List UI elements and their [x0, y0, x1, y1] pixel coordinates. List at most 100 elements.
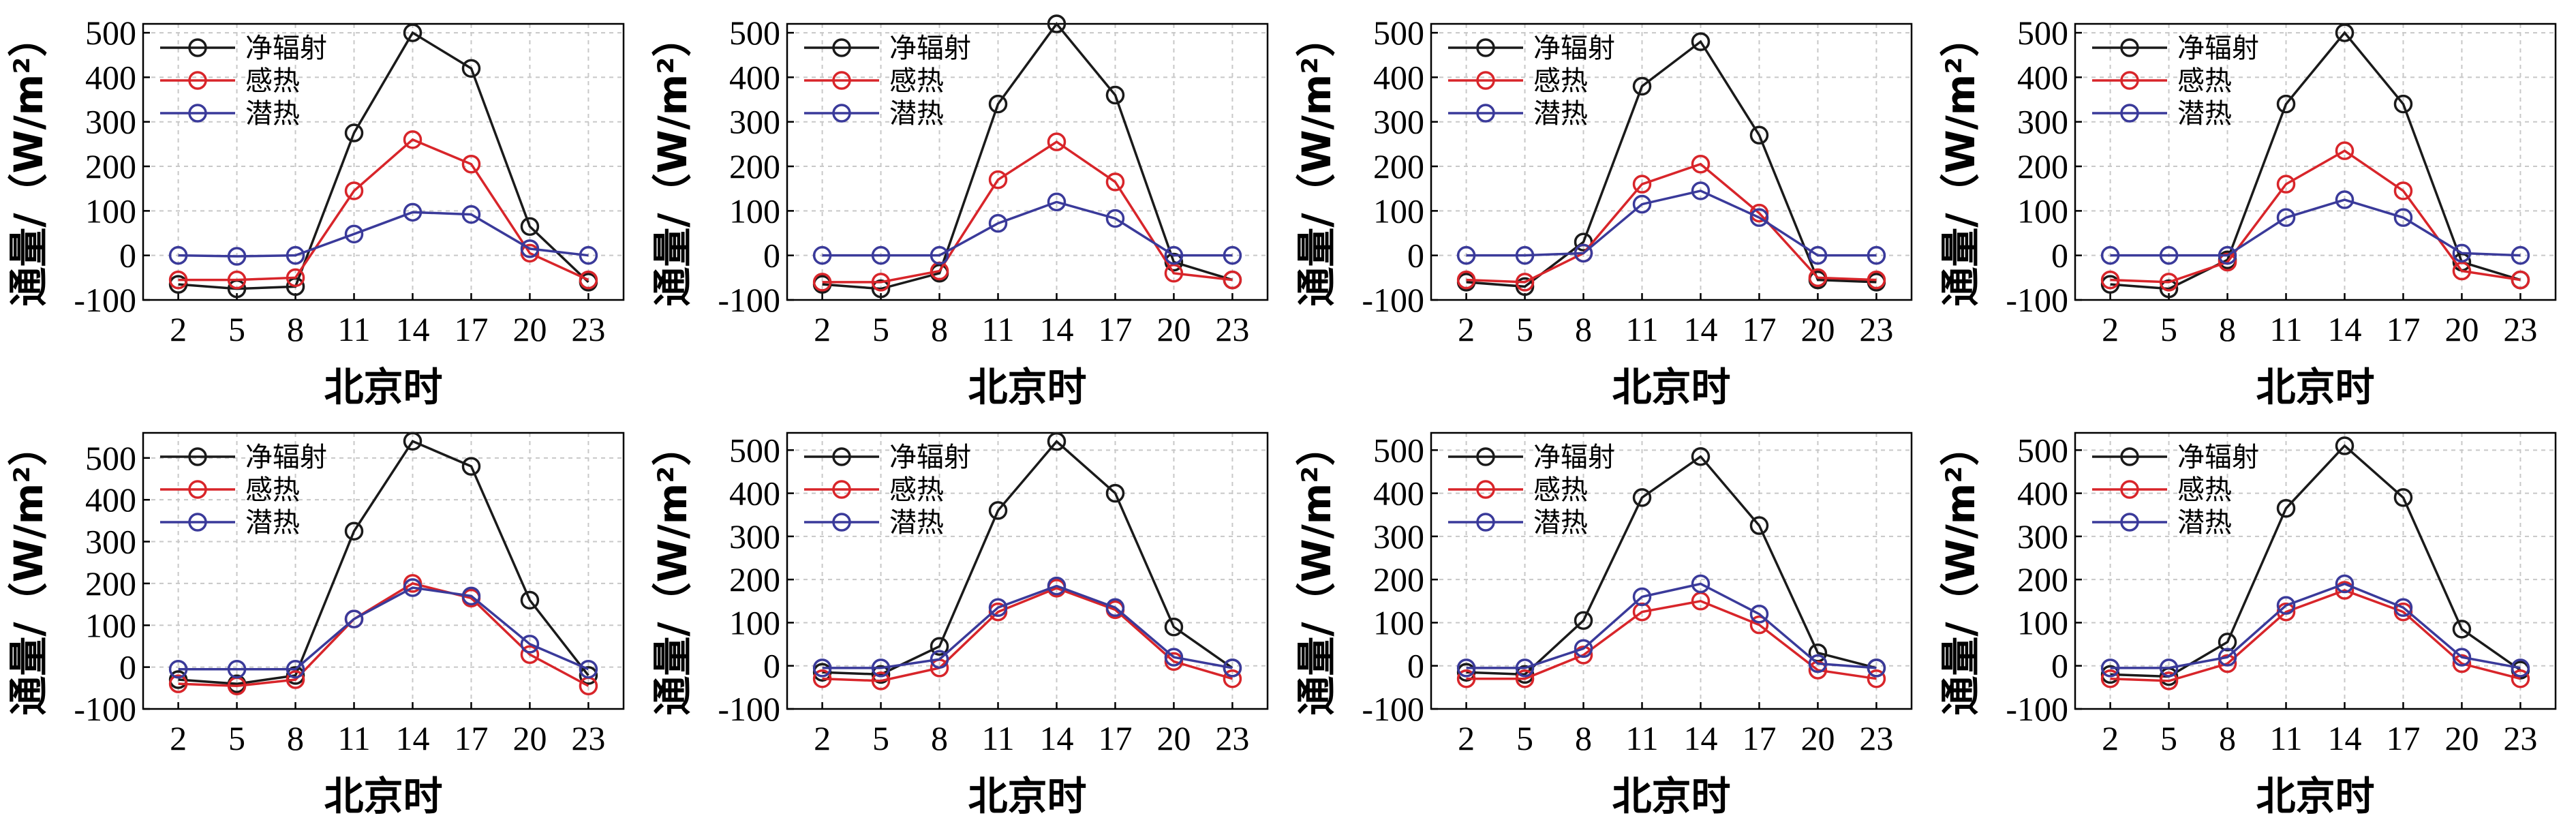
data-point: [2335, 581, 2355, 600]
chart-panel-1: -100 0 100 200 300 400 500 2 5 8 11 14 17 20 23 北京时 通量/（…: [0, 0, 644, 410]
y-tick-label: 500: [729, 431, 780, 469]
data-point: [2100, 658, 2120, 678]
data-point: [2276, 94, 2296, 114]
data-point: [988, 94, 1008, 114]
data-point: [2276, 498, 2296, 518]
y-axis-title: 通量/（W/m²）: [649, 17, 696, 306]
data-point: [2218, 654, 2237, 673]
legend-label: 净辐射: [889, 442, 971, 473]
y-tick-label: -100: [2006, 281, 2068, 319]
y-tick-label: 100: [2017, 603, 2068, 641]
y-tick-label: 300: [1373, 517, 1424, 556]
x-tick-label: 11: [981, 310, 1014, 348]
y-tick-label: -100: [1362, 281, 1424, 319]
data-point: [1808, 268, 1828, 288]
x-tick-label: 5: [872, 719, 889, 757]
y-tick-label: 0: [1407, 647, 1424, 685]
x-tick-label: 20: [512, 310, 547, 348]
legend-label: 感热: [889, 65, 944, 97]
series-line: [2110, 198, 2521, 257]
data-point: [2159, 671, 2179, 691]
x-tick-label: 2: [814, 719, 831, 757]
y-tick-label: 300: [2017, 517, 2068, 556]
x-tick-label: 2: [2102, 719, 2119, 757]
data-point: [286, 245, 305, 265]
axes-frame: [2074, 22, 2557, 301]
y-axis-title: 通量/（W/m²）: [1293, 426, 1340, 715]
x-tick-label: 5: [228, 310, 245, 348]
legend-marker: [2120, 71, 2139, 90]
data-point: [871, 671, 891, 691]
x-tick-label: 17: [454, 719, 488, 757]
x-tick-label: 14: [395, 310, 429, 348]
y-tick-label: 400: [729, 58, 780, 96]
data-point: [1164, 648, 1184, 667]
y-tick-label: 500: [2017, 14, 2068, 52]
data-point: [1047, 132, 1067, 151]
x-tick-label: 17: [2386, 310, 2420, 348]
x-tick-label: 14: [2327, 310, 2361, 348]
legend-marker: [832, 447, 851, 466]
legend-marker: [2120, 38, 2139, 57]
y-tick-label: 0: [763, 647, 780, 685]
legend-marker: [832, 38, 851, 57]
data-point: [2452, 261, 2472, 281]
x-tick-label: 20: [1800, 719, 1835, 757]
x-tick-label: 8: [287, 719, 304, 757]
x-tick-label: 2: [1458, 719, 1475, 757]
y-tick-label: 200: [85, 564, 136, 603]
series-line: [2110, 149, 2521, 284]
x-tick-label: 17: [1098, 719, 1132, 757]
legend-label: 潜热: [889, 507, 944, 539]
data-point: [1808, 245, 1828, 265]
data-point: [168, 270, 188, 290]
data-point: [286, 268, 305, 288]
data-point: [930, 637, 949, 656]
data-point: [1515, 669, 1535, 688]
data-point: [2218, 252, 2237, 272]
y-tick-label: 200: [729, 147, 780, 185]
x-tick-label: 5: [2160, 310, 2177, 348]
data-point: [520, 635, 540, 654]
legend-marker: [1476, 480, 1495, 499]
x-tick-label: 20: [1800, 310, 1835, 348]
x-tick-label: 17: [454, 310, 488, 348]
x-tick-label: 8: [1575, 310, 1592, 348]
x-tick-label: 2: [170, 310, 187, 348]
data-point: [2452, 620, 2472, 639]
x-axis-title: 北京时: [2256, 364, 2374, 410]
series-line: [2110, 444, 2521, 678]
data-point: [344, 609, 364, 628]
y-tick-label: 300: [729, 103, 780, 141]
legend-label: 净辐射: [1533, 442, 1615, 473]
data-point: [812, 669, 832, 688]
data-point: [871, 665, 891, 684]
data-point: [2159, 658, 2179, 678]
series-line: [178, 31, 589, 290]
y-tick-label: 0: [2051, 237, 2068, 275]
x-tick-label: 14: [395, 719, 429, 757]
x-tick-label: 20: [1156, 310, 1191, 348]
data-point: [1223, 245, 1242, 265]
data-point: [1515, 273, 1535, 292]
chart-panel-4: -100 0 100 200 300 400 500 2 5 8 11 14 17 20 23 北京时 通量/（…: [1932, 0, 2576, 410]
chart-panel-6: -100 0 100 200 300 400 500 2 5 8 11 14 17 20 23 北京时 通量/（…: [644, 409, 1288, 818]
x-tick-label: 17: [1742, 719, 1776, 757]
series-line: [178, 440, 589, 685]
axes-frame: [1430, 431, 1913, 710]
data-point: [1808, 654, 1828, 673]
x-tick-label: 23: [571, 719, 605, 757]
y-tick-label: 300: [1373, 103, 1424, 141]
x-tick-label: 23: [1859, 310, 1893, 348]
y-tick-label: 0: [119, 237, 136, 275]
legend-marker: [188, 71, 207, 90]
x-tick-label: 14: [1039, 719, 1073, 757]
x-tick-label: 23: [1859, 719, 1893, 757]
y-tick-label: 200: [1373, 147, 1424, 185]
x-tick-label: 2: [170, 719, 187, 757]
data-point: [871, 279, 891, 299]
data-point: [461, 457, 481, 476]
data-point: [1574, 611, 1593, 631]
data-point: [930, 245, 949, 265]
y-axis-title: 通量/（W/m²）: [1937, 17, 1984, 306]
